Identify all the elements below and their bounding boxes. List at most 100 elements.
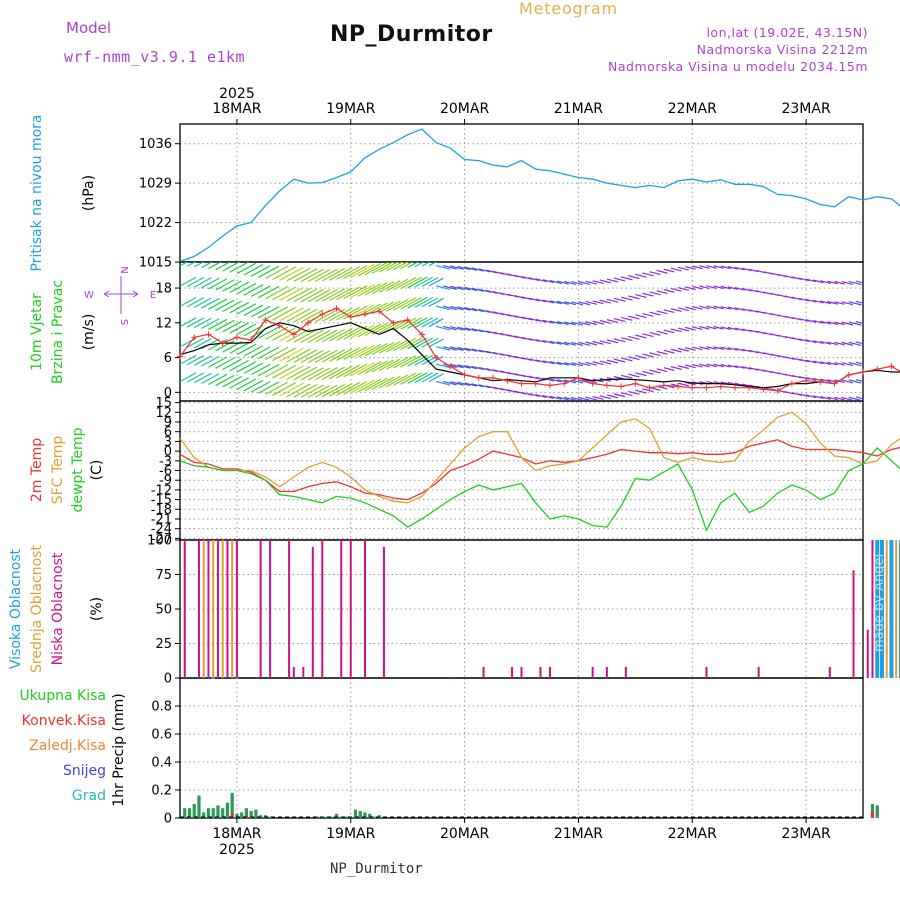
wind-arrow [322,349,346,363]
wind-arrow [734,307,745,311]
wind-arrow [428,277,444,287]
wind-arrow [805,377,817,381]
y-tick-label: 0.2 [151,784,172,799]
wind-gust-marker [589,380,596,387]
wind-arrow [229,359,250,372]
mid-cloud-bar [231,540,234,678]
product-name: Meteogram [519,0,618,18]
y-tick-label: 1015 [139,256,172,271]
wind-arrow [564,341,576,346]
precip-total-bar [358,811,362,818]
wind-gust-marker [390,319,397,326]
low-cloud-bar [511,666,514,678]
wind-arrow [293,384,318,398]
wind-arrow [820,280,832,284]
wind-arrow [450,363,464,369]
wind-arrow [692,305,703,310]
wind-arrow [706,305,717,310]
wind-arrow [805,339,817,344]
wind-arrow [478,288,491,293]
wind-arrow [813,319,824,324]
y-tick-label: -24 [151,522,172,537]
wind-arrow [805,394,817,399]
wind-gust-marker [546,382,553,389]
wind-arrow [684,381,696,386]
wind-arrow [649,369,661,374]
wind-arrow [556,361,569,366]
wind-arrow [749,367,759,371]
wind-arrow [592,320,604,325]
high-cloud-bar [879,540,884,678]
cloud-unit: (%) [89,597,105,621]
wind-arrow [229,262,250,273]
y-tick-label: 0.4 [151,756,172,771]
wind-arrow [613,277,626,282]
precip-total-bar [221,808,225,818]
x-tick-label-top: 18MAR [212,101,261,117]
wind-arrow [848,379,862,384]
wind-gust-marker [646,384,653,391]
compass-south: S [118,319,129,325]
low-cloud-bar [259,540,262,678]
precip-total-bar [183,808,187,818]
wind-arrow [386,339,409,353]
wind-arrow [606,319,619,324]
wind-arrow [272,347,296,362]
wind-arrow [663,288,675,293]
pressure-unit: (hPa) [81,175,97,211]
precip-total-bar [187,808,192,818]
wind-arrow [428,318,444,328]
wind-arrow [464,286,478,292]
x-tick-label-bottom: 22MAR [668,826,717,842]
precip-total-bar [216,805,220,818]
wind-arrow [414,354,433,366]
wind-arrow [193,355,212,366]
low-cloud-bar [520,666,523,678]
wind-arrow [642,333,654,338]
wind-arrow [699,346,710,350]
y-tick-label: 50 [155,603,172,618]
wind-arrow [649,291,661,296]
wind-arrow [208,262,222,270]
wind-gust-marker [788,380,795,387]
wind-arrow [464,364,478,370]
wind-arrow [649,352,661,357]
wind-arrow [827,396,838,401]
wind-arrow [314,367,338,381]
wind-arrow [848,396,862,401]
wind-arrow [706,363,717,368]
wind-arrow [599,340,611,345]
wind-arrow [628,373,640,378]
wind-arrow [713,285,724,290]
wind-arrow [677,286,690,291]
wind-arrow [371,262,395,274]
wind-arrow [386,278,409,292]
wind-gust-marker [774,387,781,394]
wind-arrow [862,280,863,282]
wind-arrow [307,350,331,364]
low-cloud-bar [302,666,305,678]
wind-gust-marker [319,311,326,318]
wind-arrow [741,267,752,272]
y-tick-label: 0 [164,812,172,827]
wind-arrow [329,328,353,342]
precip-total-bar [315,816,320,818]
wind-arrow [272,364,296,379]
low-cloud-bar [482,666,485,678]
wind-arrow [457,265,471,271]
low-cloud-bar [311,546,314,678]
wind-arrow [222,262,241,272]
wind-arrow [692,285,703,290]
x-tick-label-top: 20MAR [440,101,489,117]
wind-arrow [265,306,289,320]
low-cloud-bar [197,540,200,678]
precip-total-bar [368,813,372,818]
wind-arrow [585,280,597,285]
wind-arrow [343,363,368,378]
wind-gust-marker [618,383,625,390]
y-tick-label: -27 [151,532,172,547]
wind-arrow [656,368,668,373]
wind-arrow [827,379,838,383]
wind-arrow [236,262,257,275]
wind-arrow [222,320,242,333]
